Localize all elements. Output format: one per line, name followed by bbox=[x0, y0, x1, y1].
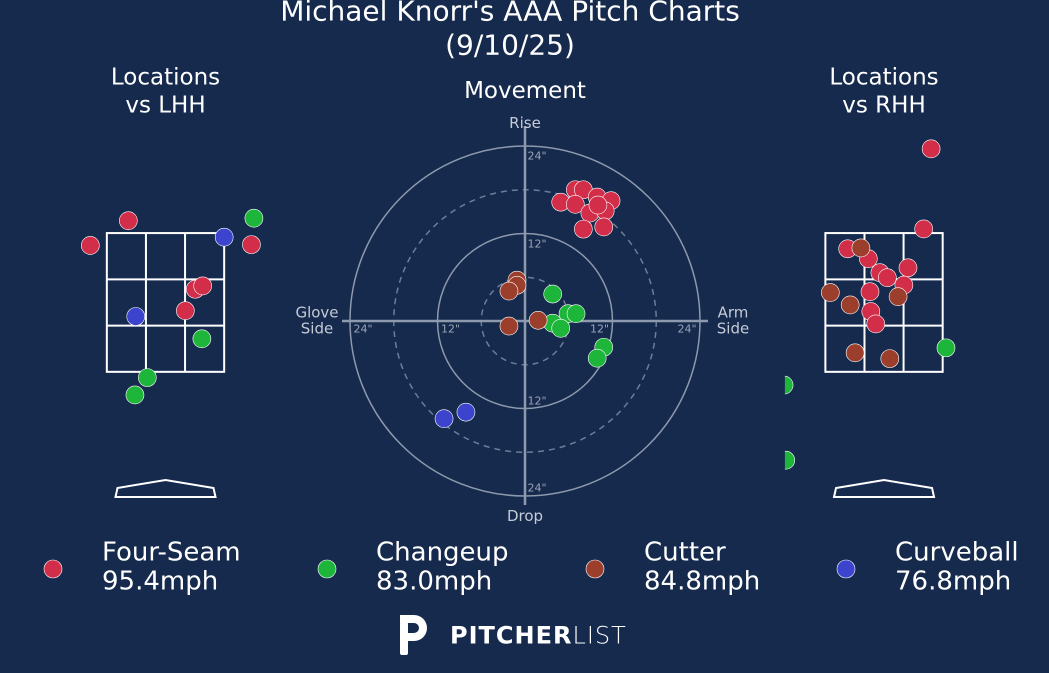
pitch-point bbox=[851, 238, 871, 258]
pitch-point bbox=[860, 282, 880, 302]
pitch-point bbox=[434, 409, 454, 429]
pitch-point bbox=[193, 276, 212, 296]
r-tick-label: 12" bbox=[527, 236, 547, 250]
pitch-point bbox=[588, 195, 608, 215]
pitch-point bbox=[784, 450, 796, 470]
panel-title: Locations vs LHH bbox=[110, 64, 221, 118]
panel-title: Locations vs RHH bbox=[829, 64, 939, 118]
legend-marker bbox=[836, 559, 856, 579]
pitch-point bbox=[126, 307, 146, 326]
pitch-point bbox=[566, 304, 586, 324]
brand-bold: PITCHER bbox=[450, 621, 573, 650]
legend-speed: 84.8mph bbox=[644, 566, 761, 597]
brand-light: LIST bbox=[572, 621, 627, 650]
pitch-point bbox=[543, 284, 563, 304]
pitch-point bbox=[914, 219, 933, 239]
points bbox=[434, 180, 621, 429]
r-tick-label: 12" bbox=[527, 393, 547, 407]
pitch-point bbox=[878, 268, 897, 287]
pitch-point bbox=[456, 402, 476, 422]
r-tick-label: 12" bbox=[440, 322, 461, 336]
axis-label: Arm Side bbox=[716, 303, 750, 337]
legend-marker bbox=[317, 559, 337, 579]
pitch-point bbox=[242, 235, 261, 254]
chart-title: Michael Knorr's AAA Pitch Charts (9/10/2… bbox=[280, 0, 740, 61]
home-plate bbox=[114, 478, 217, 498]
legend-name: Four-Seam bbox=[102, 537, 241, 568]
pitch-point bbox=[821, 283, 840, 302]
points bbox=[81, 208, 264, 405]
home-plate bbox=[832, 478, 936, 498]
legend-speed: 95.4mph bbox=[102, 566, 219, 597]
pitch-point bbox=[138, 368, 157, 387]
axis-label: Glove Side bbox=[295, 303, 339, 337]
pitch-point bbox=[888, 287, 908, 306]
r-tick-label: 24" bbox=[677, 322, 697, 336]
axis-label: Rise bbox=[509, 114, 541, 133]
panel bbox=[105, 232, 226, 498]
legend-speed: 76.8mph bbox=[895, 566, 1012, 597]
pitch-point bbox=[880, 349, 900, 368]
pitch-point bbox=[528, 310, 548, 330]
pitch-point bbox=[587, 348, 607, 368]
pitch-point bbox=[921, 139, 941, 159]
strike-zone bbox=[105, 232, 226, 373]
pitch-point bbox=[551, 318, 571, 338]
pitch-point bbox=[840, 295, 860, 315]
axis-label: Drop bbox=[506, 507, 544, 526]
legend-speed: 83.0mph bbox=[376, 566, 493, 597]
legend-name: Curveball bbox=[895, 537, 1019, 568]
r-tick-label: 24" bbox=[527, 149, 547, 163]
pitch-point bbox=[594, 217, 614, 237]
pitch-point bbox=[866, 314, 886, 334]
pitch-point bbox=[574, 219, 593, 239]
legend-name: Cutter bbox=[644, 537, 726, 568]
points bbox=[784, 139, 956, 470]
pitch-point bbox=[499, 316, 519, 336]
legend-name: Changeup bbox=[376, 537, 509, 568]
brand-name: PITCHERLIST bbox=[450, 622, 627, 651]
panel-title: Movement bbox=[464, 78, 586, 105]
legend-marker bbox=[43, 559, 63, 579]
pitch-point bbox=[244, 208, 264, 228]
pitch-point bbox=[125, 385, 145, 405]
r-tick-label: 24" bbox=[353, 322, 373, 336]
pitch-point bbox=[566, 195, 585, 214]
brand-logo bbox=[400, 615, 427, 655]
pitch-point bbox=[845, 343, 865, 363]
strike-zone bbox=[824, 232, 944, 373]
pitch-point bbox=[176, 301, 195, 321]
pitch-point bbox=[898, 258, 918, 278]
pitch-point bbox=[81, 236, 100, 255]
pitch-point bbox=[119, 211, 138, 230]
pitch-point bbox=[214, 227, 234, 247]
pitch-point bbox=[192, 329, 212, 349]
r-tick-label: 12" bbox=[589, 322, 610, 336]
panel bbox=[342, 126, 708, 505]
r-tick-label: 24" bbox=[527, 481, 547, 495]
pitch-point bbox=[784, 375, 794, 395]
pitch-point bbox=[936, 338, 956, 358]
legend-marker bbox=[585, 559, 605, 579]
pitch-point bbox=[499, 281, 519, 301]
